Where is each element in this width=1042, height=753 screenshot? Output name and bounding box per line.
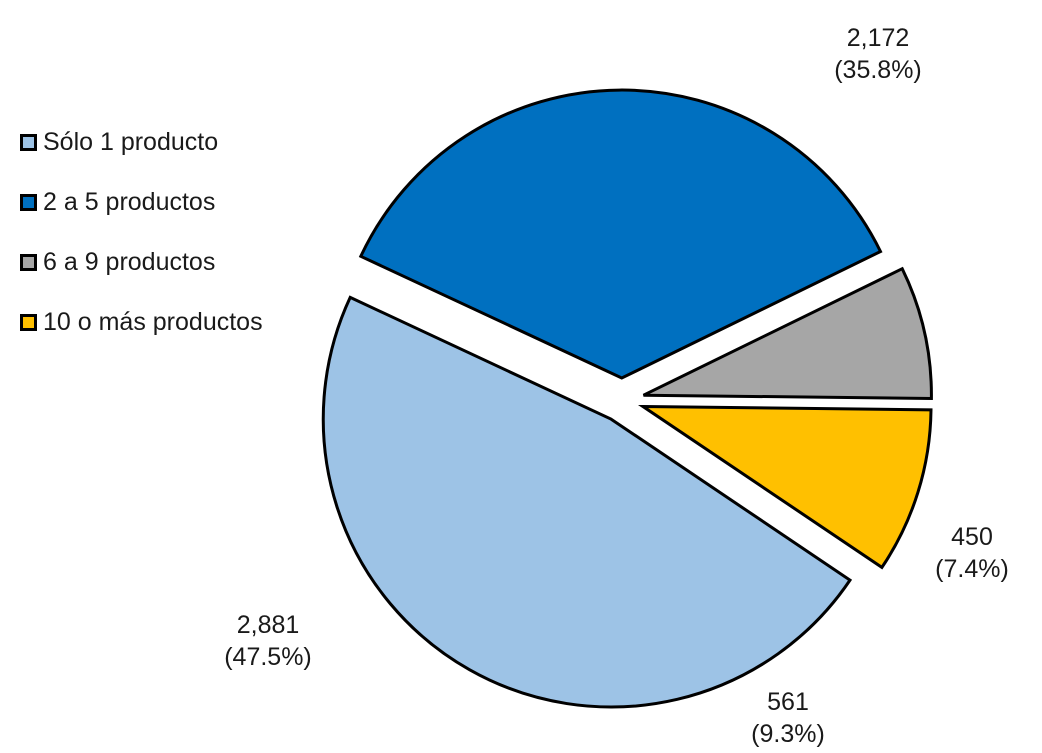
data-label-2-a-5-productos: 2,172 (35.8%) (808, 22, 948, 86)
data-label-value: 450 (951, 523, 993, 551)
legend-item-2-a-5-productos: 2 a 5 productos (20, 172, 263, 232)
legend-label: 6 a 9 productos (43, 247, 216, 276)
data-label-value: 561 (767, 688, 809, 716)
data-label-percent: (47.5%) (224, 643, 312, 671)
legend-label: 10 o más productos (43, 307, 263, 336)
slice-solo-1-producto (321, 295, 853, 709)
legend-swatch (20, 133, 37, 151)
data-label-10-o-mas-productos: 561 (9.3%) (718, 686, 858, 750)
data-label-6-a-9-productos: 450 (7.4%) (902, 521, 1042, 585)
slice-10-o-mas-productos (637, 404, 933, 570)
legend-item-6-a-9-productos: 6 a 9 productos (20, 232, 263, 292)
legend-label: Sólo 1 producto (43, 127, 219, 156)
legend-item-solo-1-producto: Sólo 1 producto (20, 112, 263, 172)
data-label-percent: (9.3%) (751, 720, 825, 748)
data-label-percent: (7.4%) (935, 555, 1009, 583)
legend-swatch (20, 313, 37, 331)
legend-swatch (20, 193, 37, 211)
legend-label: 2 a 5 productos (43, 187, 216, 216)
legend-swatch (20, 253, 37, 271)
data-label-value: 2,172 (846, 24, 910, 52)
slice-2-a-5-productos (358, 88, 883, 380)
data-label-value: 2,881 (236, 611, 300, 639)
data-label-percent: (35.8%) (834, 56, 922, 84)
data-label-solo-1-producto: 2,881 (47.5%) (198, 609, 338, 673)
slice-6-a-9-productos (642, 266, 933, 401)
legend: Sólo 1 producto 2 a 5 productos 6 a 9 pr… (20, 112, 263, 352)
legend-item-10-o-mas-productos: 10 o más productos (20, 292, 263, 352)
